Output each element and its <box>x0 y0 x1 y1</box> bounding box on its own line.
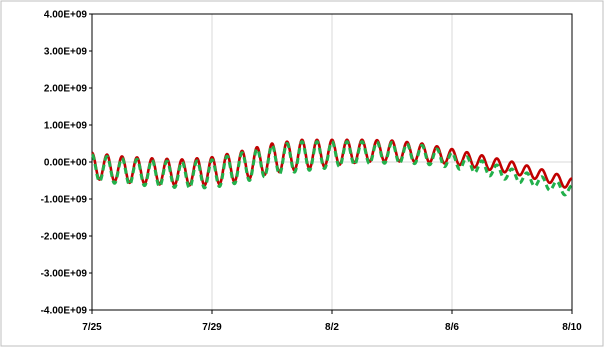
y-tick-label: -4.00E+09 <box>41 306 88 317</box>
series-line-dashed <box>90 140 574 197</box>
y-tick-label: 1.00E+09 <box>44 121 88 132</box>
x-tick-label: 8/10 <box>562 322 582 333</box>
y-tick-label: -2.00E+09 <box>41 232 88 243</box>
x-tick-label: 7/29 <box>202 322 222 333</box>
y-tick-label: -1.00E+09 <box>41 195 88 206</box>
y-tick-label: 2.00E+09 <box>44 84 88 95</box>
x-tick-label: 7/25 <box>82 322 102 333</box>
y-tick-label: -3.00E+09 <box>41 269 88 280</box>
x-tick-label: 8/2 <box>325 322 339 333</box>
y-tick-label: 3.00E+09 <box>44 47 88 58</box>
y-tick-label: 4.00E+09 <box>44 10 88 21</box>
x-tick-label: 8/6 <box>445 322 459 333</box>
y-tick-label: 0.00E+00 <box>44 158 88 169</box>
